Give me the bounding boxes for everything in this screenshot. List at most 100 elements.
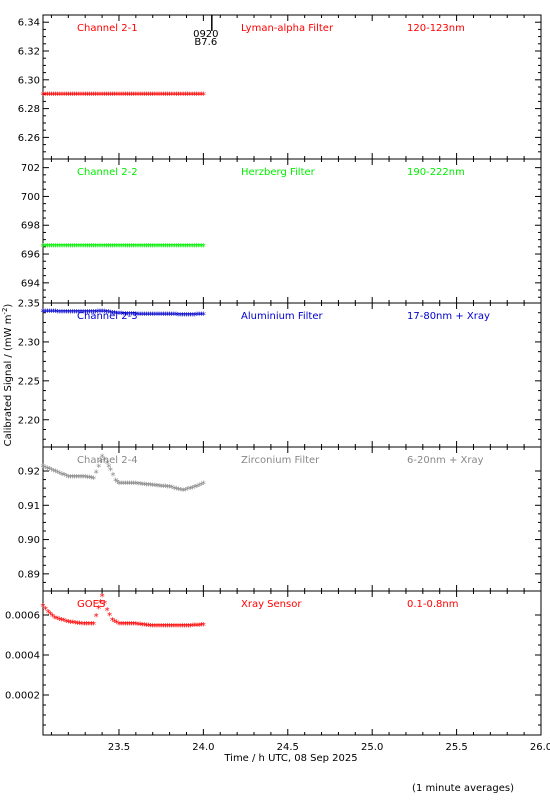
data-point: * bbox=[96, 463, 101, 474]
data-point: * bbox=[182, 311, 187, 322]
data-point: * bbox=[112, 617, 117, 628]
data-point: * bbox=[197, 311, 202, 322]
y-tick-label: 6.26 bbox=[18, 133, 40, 144]
y-tick-label: 0.92 bbox=[18, 467, 40, 478]
data-point: * bbox=[116, 242, 121, 253]
data-point: * bbox=[74, 91, 79, 102]
data-point: * bbox=[131, 620, 136, 631]
data-point: * bbox=[75, 619, 80, 630]
data-point: * bbox=[100, 91, 105, 102]
data-point: * bbox=[114, 242, 119, 253]
data-point: * bbox=[62, 471, 67, 482]
data-point: * bbox=[196, 91, 201, 102]
data-point: * bbox=[201, 310, 206, 321]
data-point: * bbox=[97, 308, 102, 319]
x-tick-label: 25.0 bbox=[361, 742, 383, 753]
data-point: * bbox=[74, 308, 79, 319]
panel-1: 6.266.286.306.326.34********************… bbox=[18, 14, 542, 160]
event-class-label: B7.6 bbox=[194, 37, 217, 48]
data-point: * bbox=[183, 242, 188, 253]
data-point: * bbox=[84, 620, 89, 631]
data-point: * bbox=[59, 91, 64, 102]
data-point: * bbox=[119, 620, 124, 631]
y-tick-label: 6.34 bbox=[18, 18, 40, 29]
data-point: * bbox=[51, 308, 56, 319]
data-point: * bbox=[199, 311, 204, 322]
data-point: * bbox=[41, 602, 46, 613]
data-point: * bbox=[154, 622, 159, 633]
data-point: * bbox=[173, 311, 178, 322]
data-point: * bbox=[178, 486, 183, 497]
data-point: * bbox=[123, 480, 128, 491]
data-point: * bbox=[163, 310, 168, 321]
y-tick-label: 0.0002 bbox=[5, 691, 40, 702]
y-tick-label: 2.25 bbox=[18, 376, 40, 387]
data-point: * bbox=[85, 308, 90, 319]
data-point: * bbox=[125, 91, 130, 102]
data-point: * bbox=[148, 481, 153, 492]
data-point: * bbox=[62, 91, 67, 102]
x-axis-label: Time / h UTC, 08 Sep 2025 bbox=[223, 753, 357, 764]
filter-label: Lyman-alpha Filter bbox=[241, 23, 334, 34]
data-point: * bbox=[187, 91, 192, 102]
data-point: * bbox=[161, 242, 166, 253]
data-point: * bbox=[108, 309, 113, 320]
data-point: * bbox=[192, 483, 197, 494]
data-point: * bbox=[133, 310, 138, 321]
data-point: * bbox=[45, 307, 50, 318]
data-point: * bbox=[135, 242, 140, 253]
data-point: * bbox=[78, 308, 83, 319]
data-point: * bbox=[125, 310, 130, 321]
data-point: * bbox=[43, 242, 48, 253]
data-point: * bbox=[157, 622, 162, 633]
y-tick-label: 0.89 bbox=[18, 569, 40, 580]
data-point: * bbox=[110, 91, 115, 102]
data-point: * bbox=[41, 463, 46, 474]
data-point: * bbox=[182, 622, 187, 633]
data-point: * bbox=[199, 91, 204, 102]
data-point: * bbox=[135, 480, 140, 491]
data-point: * bbox=[100, 242, 105, 253]
y-tick-label: 2.20 bbox=[18, 415, 40, 426]
data-point: * bbox=[180, 622, 185, 633]
data-point: * bbox=[50, 612, 55, 623]
data-point: * bbox=[52, 614, 57, 625]
data-point: * bbox=[55, 308, 60, 319]
data-point: * bbox=[66, 91, 71, 102]
y-tick-label: 6.30 bbox=[18, 75, 40, 86]
data-point: * bbox=[57, 242, 62, 253]
data-point: * bbox=[106, 463, 111, 474]
data-point: * bbox=[146, 310, 151, 321]
data-point: * bbox=[116, 620, 121, 631]
data-point: * bbox=[104, 91, 109, 102]
data-point: * bbox=[57, 91, 62, 102]
data-point: * bbox=[165, 242, 170, 253]
data-point: * bbox=[188, 622, 193, 633]
data-point: * bbox=[131, 242, 136, 253]
data-point: * bbox=[165, 483, 170, 494]
data-point: * bbox=[142, 481, 147, 492]
data-point: * bbox=[116, 310, 121, 321]
data-point: * bbox=[112, 91, 117, 102]
y-tick-label: 6.32 bbox=[18, 47, 40, 58]
y-tick-label: 2.35 bbox=[18, 299, 40, 310]
data-point: * bbox=[161, 483, 166, 494]
y-tick-label: 6.28 bbox=[18, 104, 40, 115]
data-point: * bbox=[163, 242, 168, 253]
data-point: * bbox=[150, 242, 155, 253]
data-point: * bbox=[178, 311, 183, 322]
data-point: * bbox=[178, 622, 183, 633]
data-point: * bbox=[68, 242, 73, 253]
data-point: * bbox=[87, 308, 92, 319]
data-point: * bbox=[159, 242, 164, 253]
filter-label: Xray Sensor bbox=[241, 599, 302, 610]
y-tick-label: 702 bbox=[21, 163, 40, 174]
data-point: * bbox=[89, 91, 94, 102]
data-point: * bbox=[121, 91, 126, 102]
data-point: * bbox=[83, 473, 88, 484]
data-point: * bbox=[72, 242, 77, 253]
data-point: * bbox=[197, 481, 202, 492]
data-point: * bbox=[97, 242, 102, 253]
data-point: * bbox=[100, 452, 105, 463]
data-point: * bbox=[127, 480, 132, 491]
